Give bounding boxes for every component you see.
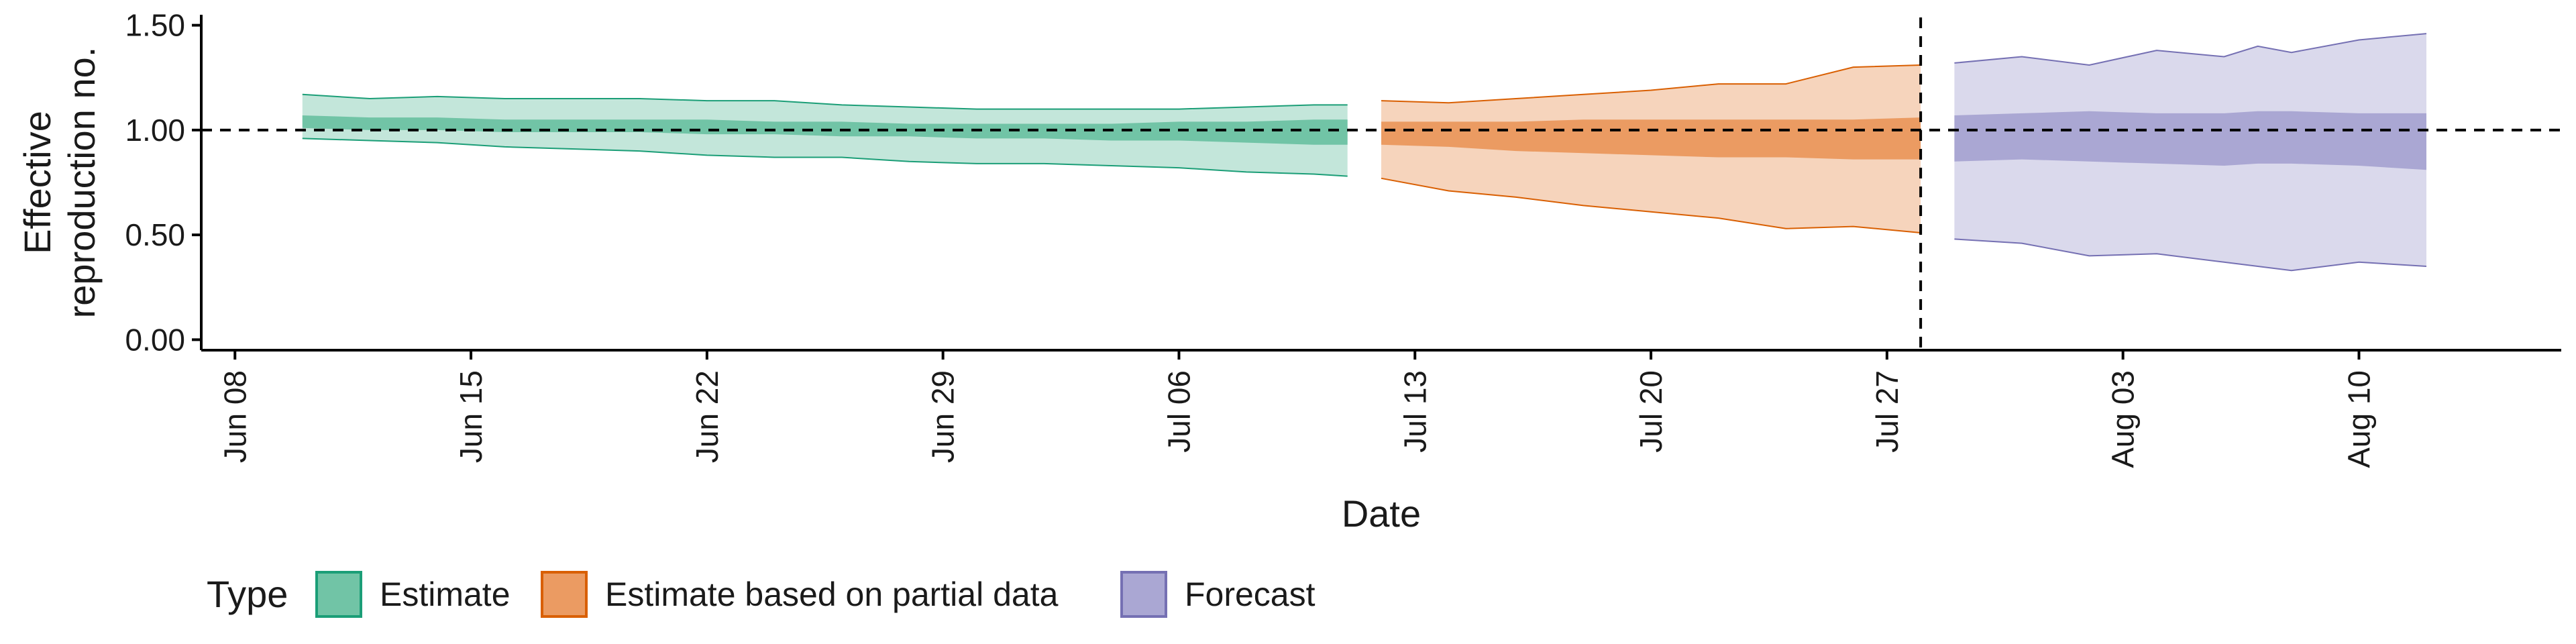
- x-tick-label: Jun 08: [217, 370, 252, 463]
- band-outer-lower-edge-estimate: [302, 138, 1348, 177]
- axes: 0.00 0.50 1.00 1.50 Jun 08 Jun 15 Jun 22 Jun 29…: [16, 8, 2561, 535]
- legend-label: Forecast: [1185, 576, 1316, 613]
- band-inner-estimate-based-on-partial-data: [1381, 117, 1921, 160]
- legend-title: Type: [207, 573, 288, 615]
- legend: Type Estimate Estimate based on partial da…: [207, 571, 1316, 618]
- band-outer-lower-edge-forecast: [1954, 238, 2427, 272]
- x-tick-label: Aug 10: [2341, 370, 2376, 468]
- x-tick-label: Jul 06: [1161, 370, 1196, 453]
- band-outer-upper-edge-estimate-based-on-partial-data: [1381, 64, 1921, 104]
- plot-area: [302, 33, 2427, 272]
- x-tick-label: Aug 03: [2106, 370, 2141, 468]
- x-tick-label: Jul 20: [1633, 370, 1668, 453]
- legend-key-estimate: [315, 571, 362, 618]
- x-axis-title: Date: [1342, 492, 1421, 535]
- x-tick-label: Jun 22: [690, 370, 724, 463]
- band-outer-upper-edge-forecast: [1954, 33, 2427, 66]
- legend-label: Estimate based on partial data: [605, 576, 1059, 613]
- band-outer-lower-edge-estimate-based-on-partial-data: [1381, 177, 1921, 233]
- y-axis-title: Effectivereproduction no.: [16, 47, 103, 319]
- x-tick-label: Jul 27: [1870, 370, 1904, 453]
- y-tick-label: 0.00: [125, 322, 185, 357]
- band-inner-forecast: [1954, 111, 2426, 170]
- x-tick-label: Jul 13: [1397, 370, 1432, 453]
- legend-key-forecast: [1120, 571, 1167, 618]
- y-tick-label: 1.00: [125, 113, 185, 148]
- y-tick-label: 1.50: [125, 8, 185, 43]
- legend-key-estimate-based-on-partial-data: [541, 571, 588, 618]
- y-tick-label: 0.50: [125, 217, 185, 252]
- x-tick-label: Jun 29: [926, 370, 961, 463]
- y-axis-title-line: reproduction no.: [60, 47, 103, 319]
- y-axis-title-line: Effective: [16, 111, 58, 254]
- legend-label: Estimate: [380, 576, 511, 613]
- x-tick-label: Jun 15: [453, 370, 488, 463]
- band-outer-upper-edge-estimate: [302, 93, 1348, 110]
